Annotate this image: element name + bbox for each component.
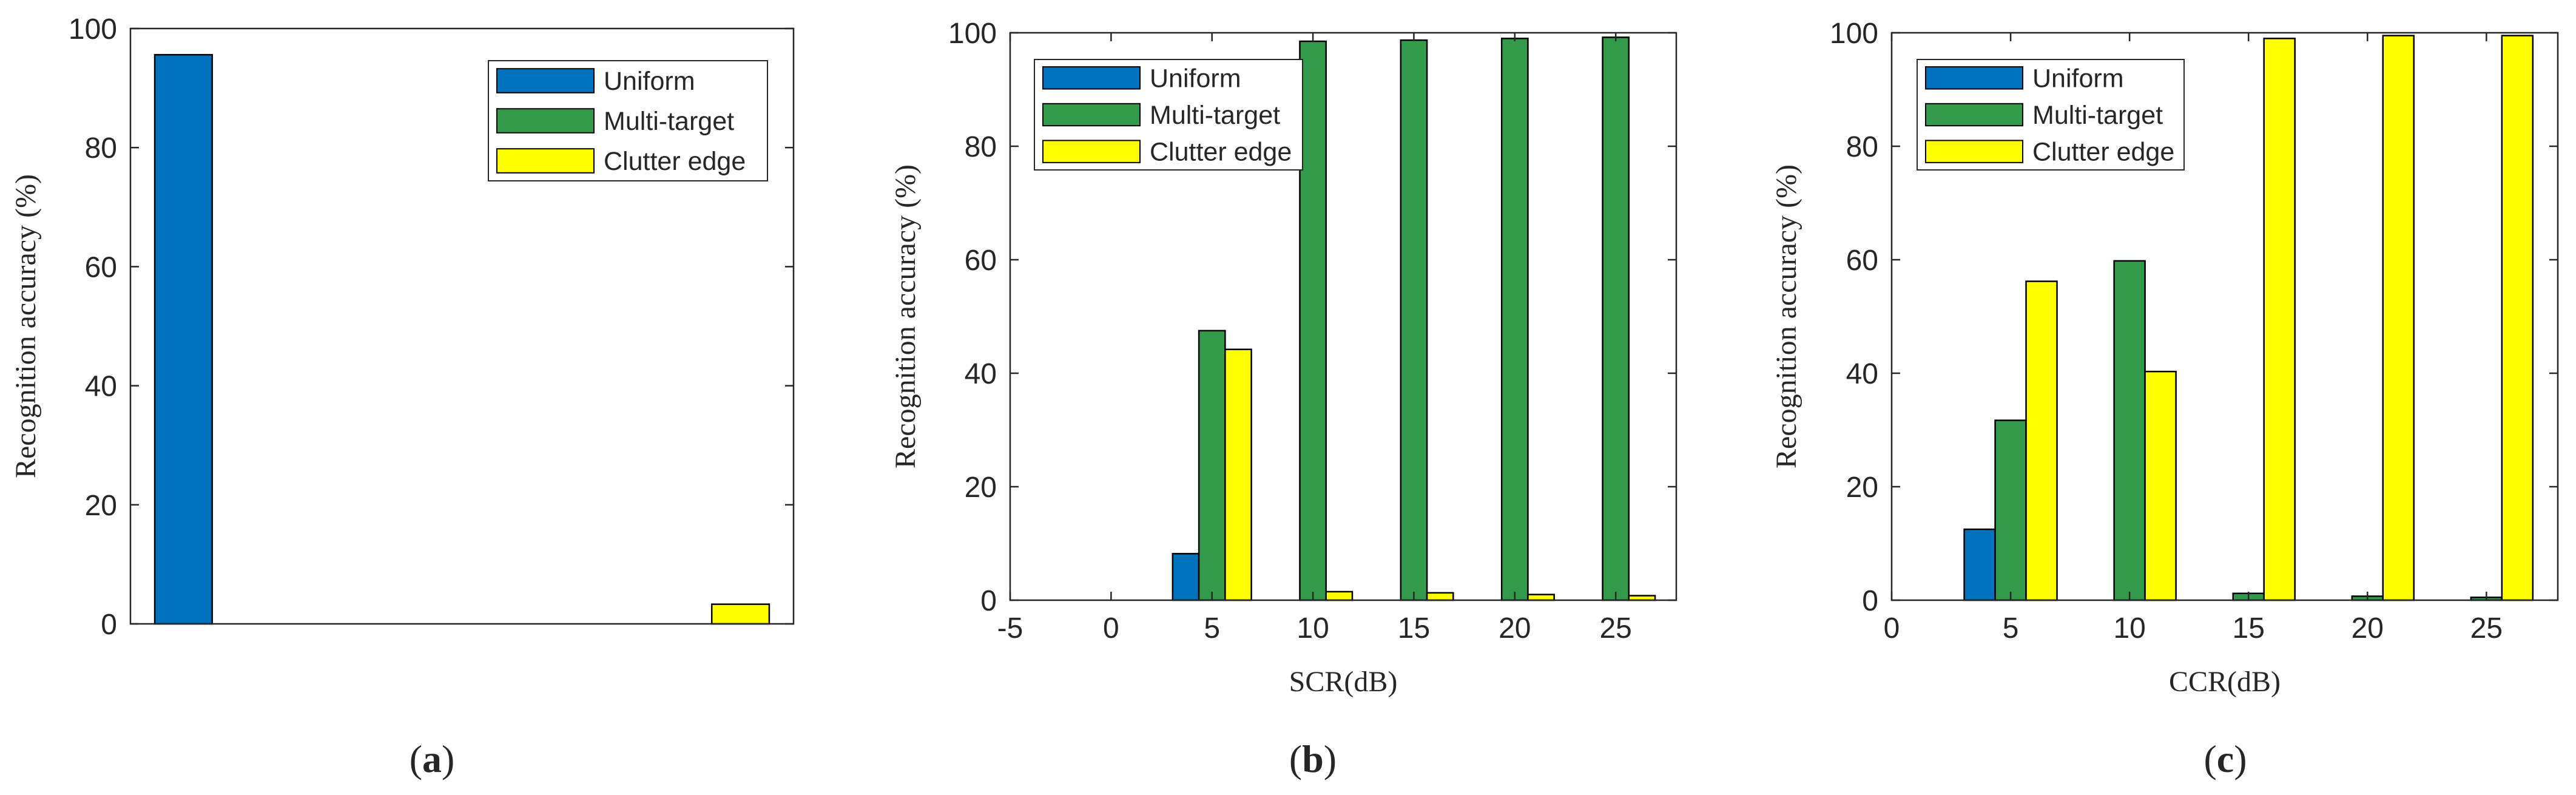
bar-clutter-edge-2: [1325, 590, 1354, 601]
y-tick-label: 100: [69, 13, 117, 46]
y-tick-label: 80: [965, 131, 997, 163]
bar-multi-target-1: [1198, 330, 1226, 601]
bar-clutter-edge-3: [2263, 38, 2296, 601]
legend-swatch-clutter-edge: [1042, 140, 1141, 163]
legend: Uniform Multi-target Clutter edge: [1034, 59, 1303, 171]
axes-box: [129, 27, 795, 625]
bar-clutter-edge-4: [1527, 594, 1555, 601]
y-axis-label: Recognition accuracy (%): [889, 164, 922, 469]
bar-clutter-edge-4: [2382, 35, 2415, 601]
legend-label: Multi-target: [604, 107, 734, 136]
legend-swatch-multi-target: [1925, 103, 2023, 127]
y-axis-label: Recognition accuracy (%): [10, 174, 42, 478]
y-tick-label: 0: [101, 609, 117, 641]
bar-clutter-edge-1: [1224, 348, 1252, 601]
x-axis-label: SCR(dB): [1289, 666, 1398, 698]
x-tick-label: 5: [2003, 612, 2019, 644]
legend-label: Clutter edge: [2032, 138, 2174, 167]
legend-label: Multi-target: [1150, 101, 1280, 130]
caption-paren-close: ): [1324, 737, 1337, 780]
caption-paren-open: (: [410, 737, 422, 780]
legend-swatch-multi-target: [1042, 103, 1141, 127]
x-tick-label: 15: [2233, 612, 2265, 644]
y-tick-label: 40: [85, 371, 117, 403]
bar-multi-target-5: [1602, 36, 1630, 601]
legend-label: Uniform: [1150, 64, 1241, 93]
bar-uniform-0: [153, 53, 214, 625]
bar-uniform-1: [1963, 528, 1996, 601]
x-axis-label: CCR(dB): [2169, 666, 2281, 698]
x-tick-label: 10: [2113, 612, 2145, 644]
panel-caption: (a): [410, 737, 455, 780]
caption-paren-close: ): [2234, 737, 2247, 780]
caption-paren-open: (: [1289, 737, 1302, 780]
bar-clutter-edge-2: [2144, 370, 2177, 601]
x-tick-label: 20: [2352, 612, 2384, 644]
panel-caption: (c): [2203, 737, 2247, 780]
x-tick-label: 0: [1884, 612, 1900, 644]
legend: Uniform Multi-target Clutter edge: [1917, 59, 2185, 171]
legend-label: Clutter edge: [604, 147, 746, 176]
panel-caption: (b): [1289, 737, 1337, 780]
legend-swatch-uniform: [1925, 66, 2023, 90]
y-tick-label: 40: [965, 358, 997, 390]
caption-paren-open: (: [2203, 737, 2216, 780]
y-tick-label: 80: [85, 132, 117, 164]
caption-letter: a: [422, 737, 442, 780]
y-tick-label: 0: [1862, 585, 1878, 617]
y-tick-label: 60: [965, 245, 997, 277]
legend-label: Uniform: [604, 67, 695, 96]
x-tick-label: 25: [1599, 612, 1631, 644]
x-tick-label: 5: [1204, 612, 1220, 644]
bar-multi-target-2: [2113, 260, 2146, 601]
caption-letter: c: [2217, 737, 2234, 780]
y-tick-label: 80: [1846, 131, 1878, 163]
axes-box: [1890, 32, 2559, 601]
bar-multi-target-3: [1400, 39, 1428, 601]
y-tick-label: 60: [1846, 245, 1878, 277]
x-tick-label: 15: [1398, 612, 1430, 644]
y-tick-label: 20: [85, 490, 117, 522]
caption-letter: b: [1302, 737, 1324, 780]
y-tick-label: 40: [1846, 358, 1878, 390]
legend-swatch-clutter-edge: [1925, 140, 2023, 163]
legend-label: Uniform: [2032, 64, 2124, 93]
bar-multi-target-4: [1500, 38, 1529, 601]
legend-swatch-uniform: [496, 68, 595, 93]
chart-panel-c: 0 20 40 60 80 100 0 5 10 15 20 25 Recognition accura…: [1770, 18, 2559, 780]
bar-clutter-edge-5: [2501, 35, 2534, 601]
x-tick-label: 20: [1499, 612, 1531, 644]
legend-swatch-uniform: [1042, 66, 1141, 90]
y-tick-label: 60: [85, 251, 117, 283]
chart-panel-a: 0 20 40 60 80 100 Recognition accuracy (%) Unif…: [10, 13, 795, 780]
y-tick-label: 100: [948, 18, 997, 50]
legend-label: Multi-target: [2032, 101, 2163, 130]
legend-swatch-multi-target: [496, 108, 595, 134]
y-tick-label: 20: [965, 472, 997, 504]
x-tick-label: -5: [997, 612, 1023, 644]
legend: Uniform Multi-target Clutter edge: [488, 60, 768, 181]
bar-uniform-1: [1172, 553, 1200, 601]
bar-clutter-edge-1: [2025, 280, 2058, 601]
y-tick-label: 100: [1830, 18, 1878, 50]
legend-swatch-clutter-edge: [496, 148, 595, 174]
x-tick-label: 0: [1103, 612, 1119, 644]
axes-box: [1009, 32, 1677, 601]
x-tick-label: 25: [2470, 612, 2503, 644]
y-tick-label: 0: [980, 585, 997, 617]
y-axis-label: Recognition accuracy (%): [1770, 164, 1802, 469]
bar-clutter-edge-3: [1426, 592, 1454, 601]
bar-clutter-edge-2: [710, 603, 770, 625]
y-tick-label: 20: [1846, 472, 1878, 504]
bar-multi-target-1: [1994, 419, 2027, 601]
x-tick-label: 10: [1296, 612, 1329, 644]
legend-label: Clutter edge: [1150, 138, 1292, 167]
caption-paren-close: ): [442, 737, 454, 780]
bar-multi-target-2: [1299, 40, 1327, 601]
